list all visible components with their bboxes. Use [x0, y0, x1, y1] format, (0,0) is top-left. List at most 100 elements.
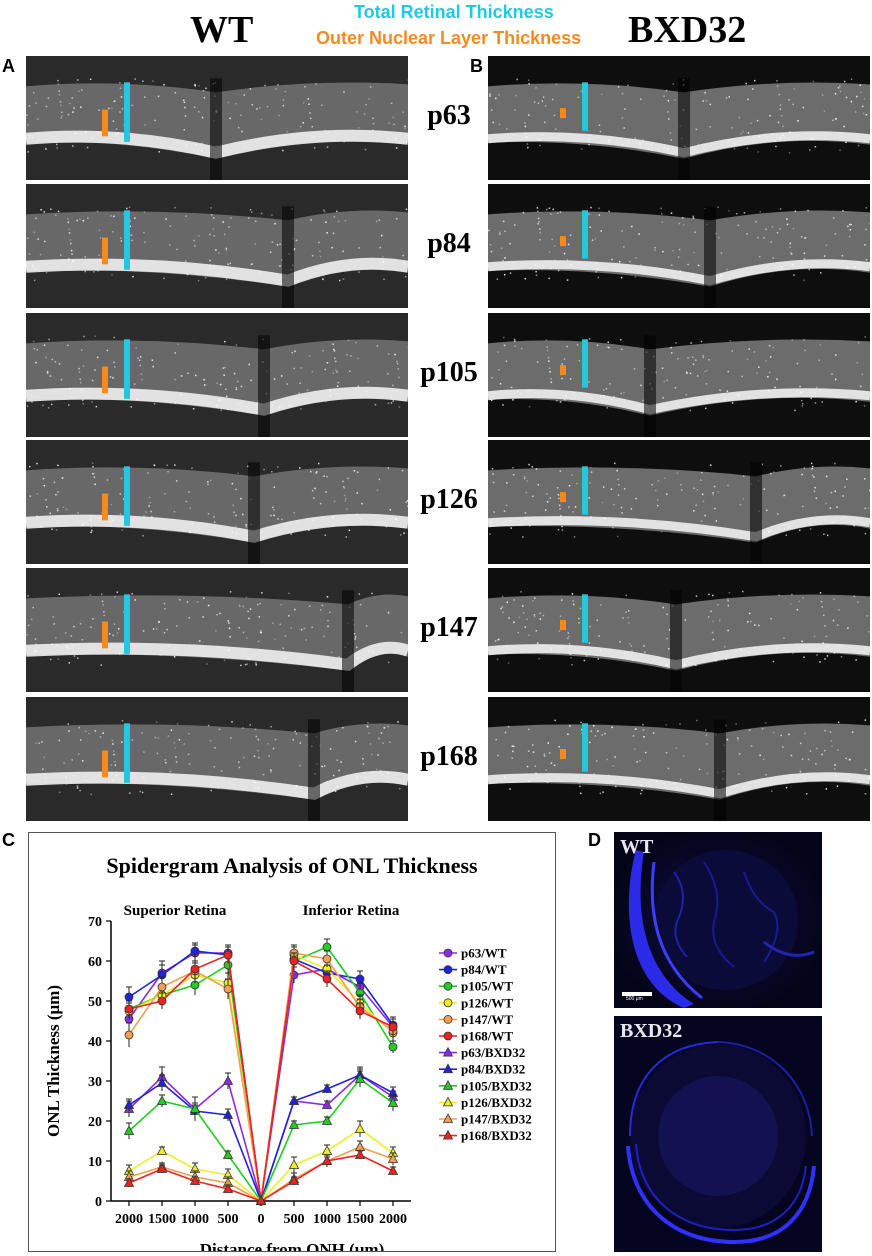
data-point: [190, 946, 200, 956]
bxd32-oct-p63: [488, 56, 870, 180]
data-point: [157, 982, 167, 992]
x-tick-label: 500: [218, 1212, 239, 1227]
data-point: [189, 1103, 201, 1113]
bxd32-oct-p126-scan: [488, 440, 870, 564]
legend-marker: [442, 1079, 454, 1090]
bxd32-oct-p63-scan: [488, 56, 870, 180]
x-tick-label: 500: [284, 1212, 305, 1227]
legend-marker: [442, 1046, 454, 1057]
age-label-p147: p147: [420, 612, 478, 643]
x-tick-label: 2000: [379, 1212, 407, 1227]
legend-label: p126/WT: [461, 995, 513, 1010]
onl-thickness-bar: [102, 493, 108, 521]
x-axis-label: Distance from ONH (μm): [200, 1240, 384, 1251]
wt-ihc-image: WT 500 μm: [614, 832, 822, 1008]
age-label-p63: p63: [427, 100, 471, 131]
data-point: [387, 1153, 399, 1163]
y-axis-label: ONL Thickness (μm): [44, 985, 63, 1137]
data-point: [223, 984, 233, 994]
total-thickness-bar: [124, 82, 130, 142]
total-thickness-bar: [582, 466, 588, 515]
data-point: [157, 996, 167, 1006]
wt-oct-p63-scan: [26, 56, 408, 180]
bxd32-oct-p147-scan: [488, 568, 870, 692]
bxd32-oct-p105: [488, 313, 870, 437]
legend-marker: [443, 965, 453, 975]
legend-label: p63/BXD32: [461, 1045, 525, 1060]
legend-marker: [442, 1113, 454, 1123]
data-point: [189, 1175, 201, 1185]
data-point: [322, 942, 332, 952]
panel-label-d: D: [588, 830, 601, 850]
onl-thickness-bar: [560, 620, 566, 631]
wt-oct-p105: [26, 313, 408, 437]
series-line-p168-bxd32: [128, 1154, 394, 1202]
data-point: [354, 1149, 366, 1159]
total-thickness-bar: [582, 594, 588, 643]
data-point: [124, 1004, 134, 1014]
data-point: [156, 1077, 168, 1087]
data-point: [156, 1145, 168, 1155]
bxd32-ihc-image: BXD32: [614, 1016, 822, 1252]
legend-label: p147/BXD32: [461, 1112, 532, 1127]
data-point: [355, 974, 365, 984]
legend-label: p105/BXD32: [461, 1078, 532, 1093]
scale-bar: [622, 992, 652, 996]
data-point: [387, 1165, 399, 1175]
wt-ihc-label: WT: [620, 836, 654, 858]
bxd32-oct-p126: [488, 440, 870, 564]
data-point: [321, 1145, 333, 1155]
bxd32-oct-p168-scan: [488, 697, 870, 821]
x-tick-label: 1000: [313, 1212, 341, 1227]
legend-label: p84/WT: [461, 962, 507, 977]
series-line-p105-bxd32: [128, 1077, 394, 1203]
data-point: [288, 1159, 300, 1169]
data-point: [255, 1195, 267, 1205]
data-point: [321, 1155, 333, 1165]
legend-marker: [443, 981, 453, 991]
total-thickness-bar: [582, 210, 588, 259]
data-point: [354, 1073, 366, 1083]
total-thickness-bar: [124, 210, 130, 270]
wt-retina-section: [614, 832, 822, 1008]
y-tick-label: 60: [88, 955, 102, 970]
wt-oct-p84-scan: [26, 184, 408, 308]
wt-oct-p147-scan: [26, 568, 408, 692]
total-thickness-bar: [582, 723, 588, 772]
legend-label: p126/BXD32: [461, 1095, 532, 1110]
legend-label: p147/WT: [461, 1012, 513, 1027]
wt-oct-p84: [26, 184, 408, 308]
data-point: [288, 1175, 300, 1185]
bxd32-oct-p105-scan: [488, 313, 870, 437]
y-tick-label: 0: [95, 1195, 102, 1210]
data-point: [388, 1042, 398, 1052]
onl-thickness-bar: [560, 236, 566, 247]
chart-title: Spidergram Analysis of ONL Thickness: [106, 853, 478, 878]
x-tick-label: 1500: [346, 1212, 374, 1227]
bxd32-oct-p168: [488, 697, 870, 821]
legend-label: p84/BXD32: [461, 1062, 525, 1077]
onl-thickness-bar: [560, 492, 566, 503]
total-thickness-bar: [124, 594, 130, 654]
data-point: [322, 954, 332, 964]
wt-column-title: WT: [190, 9, 254, 51]
data-point: [156, 1095, 168, 1105]
data-point: [222, 1109, 234, 1119]
spidergram-chart-panel: Spidergram Analysis of ONL Thickness Supe…: [28, 832, 556, 1256]
legend-marker: [443, 1031, 453, 1041]
legend-marker: [442, 1129, 454, 1140]
data-point: [124, 992, 134, 1002]
onl-thickness-bar: [102, 366, 108, 394]
wt-oct-p105-scan: [26, 313, 408, 437]
age-label-p126: p126: [420, 484, 478, 515]
y-tick-label: 40: [88, 1035, 102, 1050]
wt-oct-p63: [26, 56, 408, 180]
data-point: [223, 950, 233, 960]
y-tick-label: 30: [88, 1075, 102, 1090]
wt-oct-p147: [26, 568, 408, 692]
data-point: [288, 1119, 300, 1129]
wt-oct-p126-scan: [26, 440, 408, 564]
legend-label: p168/WT: [461, 1029, 513, 1044]
total-thickness-bar: [124, 339, 130, 399]
x-tick-label: 1500: [148, 1212, 176, 1227]
